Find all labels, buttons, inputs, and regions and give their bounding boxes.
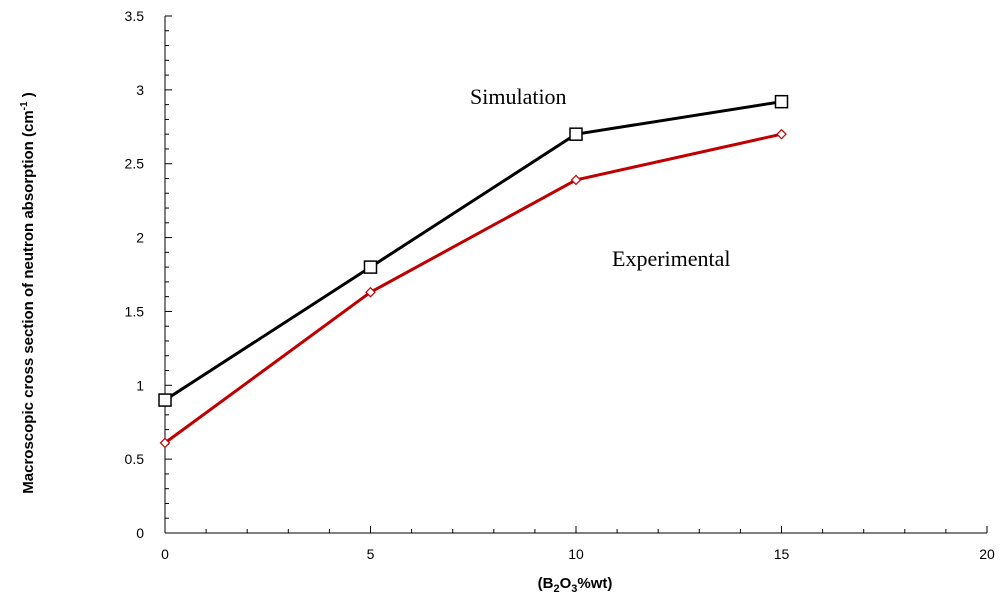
- series-layer: [158, 94, 789, 449]
- x-axis-title-sub2: 3: [571, 583, 577, 595]
- y-axis-title-close: ): [20, 92, 37, 101]
- y-tick-label: 2: [136, 230, 144, 246]
- series-line-simulation: [164, 100, 782, 402]
- y-ticks: 0 0.5 1 1.5 2 2.5 3 3.5: [125, 8, 172, 541]
- y-axis-title-main: Macroscopic cross section of neutron abs…: [20, 110, 37, 493]
- x-axis-title-open: (B: [538, 575, 554, 592]
- data-point-experimental: [365, 286, 376, 298]
- y-tick-label: 2.5: [125, 156, 145, 172]
- y-tick-label: 1: [136, 377, 144, 393]
- plot-area: [164, 16, 987, 534]
- data-point-simulation: [569, 127, 583, 141]
- x-axis-title-mid: O: [560, 575, 572, 592]
- data-point-experimental: [570, 174, 582, 186]
- y-axis-title: Macroscopic cross section of neutron abs…: [19, 92, 37, 493]
- x-tick-label: 10: [568, 546, 584, 562]
- data-point-simulation: [774, 94, 789, 109]
- series-line-experimental: [164, 132, 782, 445]
- x-tick-label: 5: [367, 546, 375, 562]
- y-tick-label: 3: [136, 82, 144, 98]
- y-tick-label: 0.5: [125, 451, 145, 467]
- series-label-experimental: Experimental: [612, 246, 731, 271]
- x-axis-title-close: %wt): [577, 575, 612, 592]
- x-tick-label: 0: [161, 546, 169, 562]
- x-ticks: 0 5 10 15 20: [161, 526, 995, 562]
- x-tick-label: 20: [979, 546, 995, 562]
- x-axis-title: (B2O3%wt): [538, 575, 613, 595]
- series-label-simulation: Simulation: [470, 84, 567, 109]
- y-tick-label: 1.5: [125, 303, 145, 319]
- data-point-simulation: [363, 260, 378, 274]
- x-axis-title-sub1: 2: [553, 583, 559, 595]
- y-tick-label: 0: [136, 525, 144, 541]
- x-tick-label: 15: [774, 546, 790, 562]
- y-tick-label: 3.5: [125, 8, 145, 24]
- data-point-experimental: [159, 437, 171, 449]
- data-point-experimental: [776, 128, 787, 140]
- data-point-simulation: [158, 393, 172, 407]
- y-axis-title-sup: -1: [19, 101, 30, 110]
